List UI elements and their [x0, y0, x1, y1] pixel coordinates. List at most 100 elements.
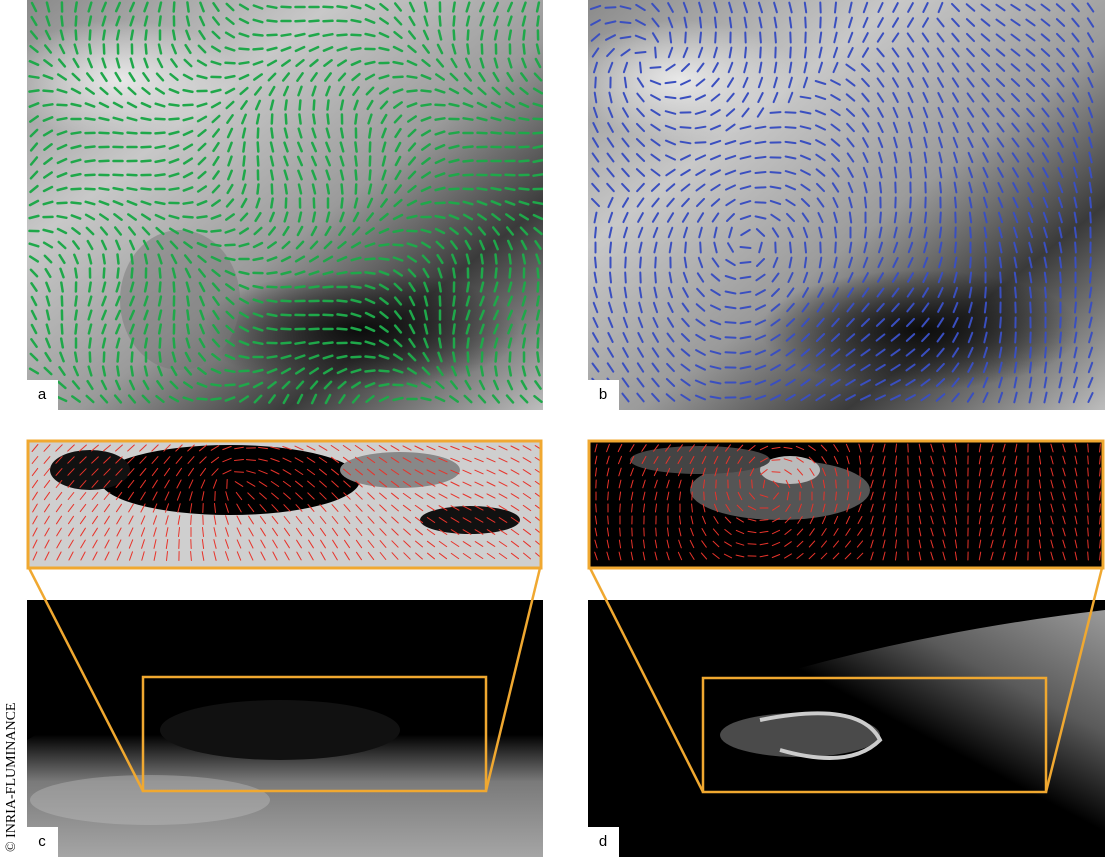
- flow-arrow: [238, 242, 250, 248]
- flow-arrow: [70, 102, 82, 108]
- flow-arrow: [324, 72, 332, 82]
- flow-arrow: [982, 361, 989, 374]
- flow-arrow: [420, 228, 432, 234]
- flow-arrow: [30, 309, 38, 321]
- flow-arrow: [140, 200, 152, 206]
- flow-arrow: [877, 256, 884, 269]
- flow-arrow: [308, 32, 320, 38]
- flow-arrow: [954, 503, 958, 513]
- flow-arrow: [29, 44, 39, 54]
- flow-arrow: [196, 59, 208, 67]
- flow-arrow: [747, 505, 757, 511]
- flow-arrow: [1025, 63, 1036, 72]
- flow-arrow: [84, 159, 96, 163]
- flow-arrow: [222, 469, 232, 475]
- flow-arrow: [738, 467, 742, 477]
- flow-arrow: [168, 117, 180, 121]
- flow-arrow: [861, 47, 870, 58]
- flow-arrow: [355, 516, 363, 524]
- flow-arrow: [269, 155, 275, 167]
- flow-arrow: [157, 253, 163, 265]
- flow-arrow: [224, 383, 236, 387]
- flow-arrow: [88, 43, 92, 55]
- flow-arrow: [709, 335, 722, 340]
- flow-arrow: [143, 337, 149, 349]
- flow-arrow: [295, 240, 305, 250]
- flow-arrow: [197, 170, 207, 180]
- flow-arrow: [1089, 196, 1092, 209]
- flow-arrow: [408, 15, 416, 27]
- flow-arrow: [653, 467, 659, 477]
- flow-arrow: [182, 186, 194, 192]
- flow-arrow: [799, 140, 812, 145]
- flow-arrow: [870, 527, 874, 537]
- flow-arrow: [381, 127, 387, 139]
- flow-arrow: [918, 551, 922, 561]
- flow-arrow: [1087, 539, 1089, 549]
- flow-arrow: [364, 73, 376, 81]
- flow-arrow: [60, 281, 64, 293]
- flow-arrow: [225, 2, 235, 12]
- flow-arrow: [104, 527, 110, 537]
- flow-arrow: [594, 226, 597, 239]
- flow-arrow: [800, 393, 811, 402]
- flow-arrow: [67, 456, 75, 464]
- flow-arrow: [754, 171, 767, 174]
- flow-arrow: [282, 469, 292, 475]
- flow-arrow: [486, 529, 496, 535]
- flow-arrow: [769, 126, 782, 129]
- flow-arrow: [700, 552, 708, 560]
- flow-arrow: [636, 182, 645, 193]
- flow-arrow: [434, 130, 446, 136]
- flow-arrow: [1002, 551, 1006, 561]
- flow-arrow: [593, 211, 598, 224]
- flow-arrow: [862, 137, 869, 148]
- flow-arrow: [636, 122, 645, 133]
- flow-arrow: [101, 309, 107, 321]
- flow-arrow: [367, 516, 375, 524]
- flow-arrow: [1088, 166, 1093, 179]
- flow-arrow: [892, 241, 899, 254]
- flow-arrow: [339, 155, 345, 167]
- flow-arrow: [742, 76, 749, 89]
- flow-arrow: [667, 226, 674, 239]
- flow-arrow: [450, 469, 460, 475]
- panel-d: [588, 600, 1105, 857]
- flow-arrow: [474, 493, 484, 499]
- flow-arrow: [451, 43, 457, 55]
- flow-arrow: [70, 172, 82, 178]
- flow-arrow: [698, 1, 703, 14]
- flow-arrow: [393, 184, 403, 194]
- flow-arrow: [115, 239, 121, 251]
- flow-arrow: [521, 323, 527, 335]
- flow-arrow: [127, 444, 135, 452]
- flow-arrow: [343, 468, 351, 476]
- flow-arrow: [129, 551, 133, 561]
- flow-arrow: [79, 503, 87, 513]
- flow-arrow: [936, 47, 945, 58]
- flow-arrow: [1087, 467, 1089, 477]
- flow-arrow: [606, 182, 615, 193]
- flow-arrow: [421, 58, 431, 68]
- flow-arrow: [535, 253, 541, 265]
- flow-arrow: [462, 457, 472, 463]
- flow-arrow: [182, 171, 194, 179]
- flow-arrow: [172, 1, 176, 13]
- flow-arrow: [832, 61, 839, 74]
- flow-arrow: [336, 367, 348, 375]
- flow-arrow: [760, 457, 768, 463]
- flow-arrow: [29, 170, 39, 180]
- flow-arrow: [308, 285, 320, 289]
- flow-arrow: [252, 241, 264, 249]
- flow-arrow: [918, 503, 922, 513]
- flow-arrow: [519, 394, 529, 404]
- flow-arrow: [1012, 182, 1019, 193]
- flow-arrow: [30, 338, 38, 348]
- flow-arrow: [80, 527, 86, 537]
- flow-arrow: [863, 196, 868, 209]
- flow-arrow: [622, 91, 629, 104]
- flow-arrow: [1062, 551, 1066, 561]
- flow-arrow: [876, 32, 885, 43]
- flow-arrow: [1026, 137, 1035, 148]
